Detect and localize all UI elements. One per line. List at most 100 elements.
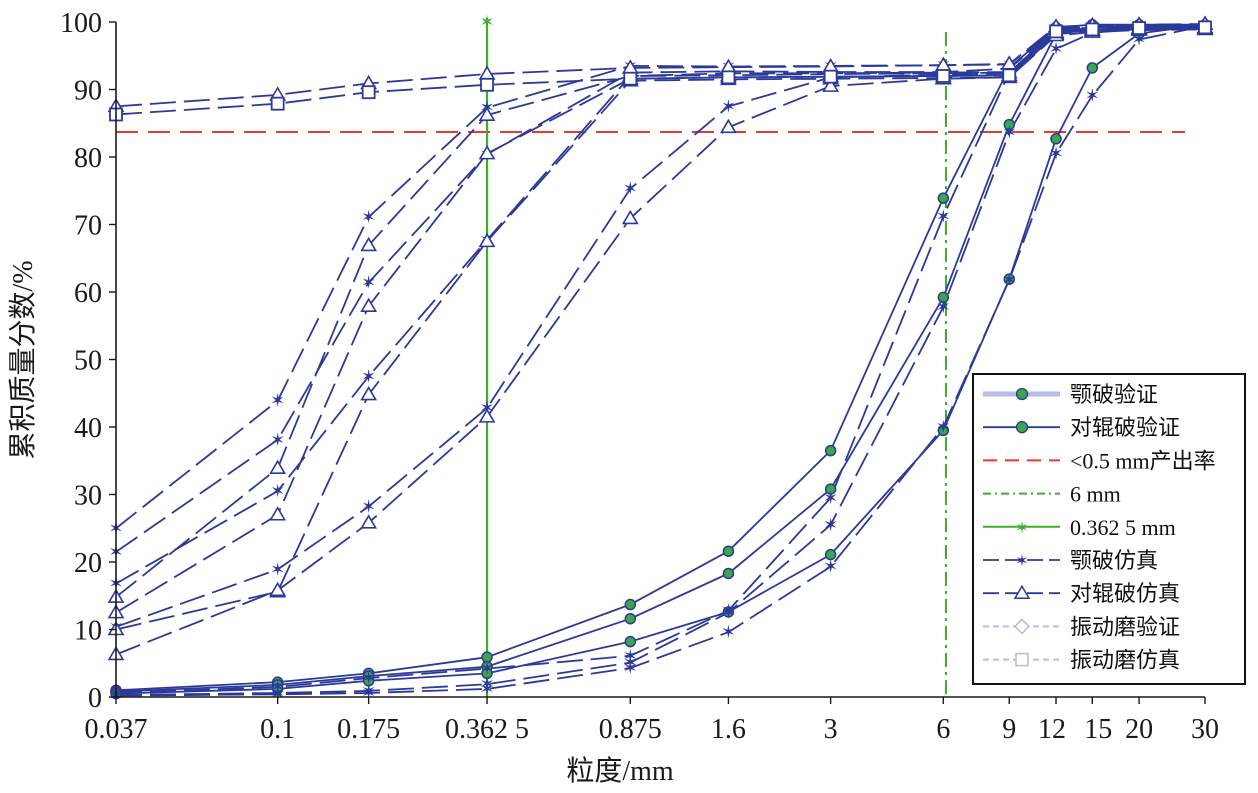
x-ticks: 0.037 0.1 0.175 0.362 5 0.875 1.6 3 6 9 12 15 20 30 (85, 697, 1219, 745)
y-axis-title: 累积质量分数/% (7, 260, 39, 459)
data-point-4-3: ✶ (479, 674, 494, 694)
data-point-5-2: ✶ (361, 683, 376, 703)
data-point-5-3: ✶ (479, 679, 494, 699)
x-tick-label: 0.175 (337, 714, 400, 745)
x-tick-label: 0.1 (260, 714, 295, 745)
data-point-15-5 (721, 70, 736, 85)
data-point-13-6 (822, 77, 840, 92)
data-point-8-2: ✶ (361, 366, 376, 386)
data-point-7-1: ✶ (270, 430, 285, 450)
data-point-3-3: ✶ (479, 659, 494, 679)
data-point-4-9: ✶ (1048, 39, 1063, 59)
data-point-15-3 (480, 77, 494, 92)
data-point-2-9 (1050, 133, 1062, 145)
data-point-9-4: ✶ (623, 179, 638, 199)
y-tick-label: 0 (88, 683, 102, 714)
series-markers: ✶ ✶ ✶ ✶✶✶✶✶✶ ✶ ✶ ✶✶✶✶✶✶✶✶ ✶ ✶ ✶✶✶✶✶✶✶✶✶✶✶✶✶✶✶✶✶✶✶… (107, 15, 1214, 706)
data-point-9-5: ✶ (721, 96, 736, 116)
data-point-9-1: ✶ (270, 559, 285, 579)
data-point-0-6 (824, 444, 837, 457)
data-point-15-4 (623, 71, 638, 86)
data-point-2-7 (937, 424, 950, 437)
y-tick-label: 80 (74, 143, 102, 174)
data-point-6-2: ✶ (361, 207, 376, 227)
legend-label: 颚破验证 (1070, 382, 1158, 407)
data-point-6-1: ✶ (270, 391, 285, 411)
legend-swatch-marker (1015, 421, 1029, 434)
y-tick-label: 30 (74, 481, 102, 512)
data-point-5-4: ✶ (623, 658, 638, 678)
data-point-3-1: ✶ (270, 677, 285, 697)
data-point-4-1: ✶ (270, 683, 285, 703)
data-point-2-10 (1086, 62, 1099, 74)
data-point-13-5 (720, 118, 737, 134)
legend-swatch-marker (1013, 584, 1031, 599)
x-tick-label: 0.037 (85, 714, 148, 745)
data-point-3-2: ✶ (361, 668, 376, 688)
data-point-0-5 (722, 545, 735, 557)
data-point-1-4 (624, 612, 637, 625)
data-point-2-3 (481, 667, 493, 680)
data-point-5-5: ✶ (721, 622, 736, 642)
x-tick-label: 0.362 5 (445, 714, 529, 745)
legend-label: 对辊破仿真 (1070, 581, 1180, 606)
data-point-9-3: ✶ (479, 398, 494, 418)
data-point-12-2 (360, 386, 378, 401)
x-tick-label: 6 (936, 714, 950, 745)
data-point-15-10 (1085, 22, 1100, 37)
data-point-11-2 (360, 297, 378, 312)
data-point-11-1 (269, 506, 287, 521)
data-point-5-6: ✶ (823, 557, 838, 577)
x-tick-label: 1.6 (711, 714, 746, 745)
data-point-1-6 (824, 483, 837, 495)
data-point-3-6: ✶ (823, 488, 838, 508)
data-point-1-8 (1003, 118, 1016, 131)
data-point-5-1: ✶ (270, 684, 285, 704)
data-point-5-10: ✶ (1085, 86, 1100, 106)
data-point-15-11 (1132, 21, 1146, 35)
legend-swatch-marker (1015, 652, 1029, 667)
data-point-8-1: ✶ (270, 481, 285, 501)
x-tick-label: 12 (1038, 714, 1066, 745)
legend-swatch-marker: ✶ (1015, 553, 1028, 570)
data-point-15-1 (270, 96, 285, 111)
x-tick-label: 15 (1084, 714, 1112, 745)
data-point-3-4: ✶ (623, 646, 638, 666)
legend-swatch-marker (1015, 387, 1029, 401)
data-point-13-1 (269, 581, 287, 597)
data-point-2-5 (722, 606, 735, 618)
data-point-2-1 (271, 683, 284, 695)
data-point-7-2: ✶ (361, 273, 376, 293)
legend-label: 6 mm (1070, 482, 1121, 507)
data-point-15-7 (936, 69, 951, 83)
data-point-0-7 (937, 192, 950, 204)
data-point-2-8 (1003, 273, 1016, 285)
data-point-15-6 (823, 69, 838, 84)
legend-label: 振动磨验证 (1070, 614, 1180, 639)
legend-swatch-marker (1013, 618, 1031, 635)
legend-swatch-marker: ✶ (1015, 520, 1028, 537)
legend-label: 0.362 5 mm (1070, 515, 1176, 540)
y-tick-label: 10 (74, 616, 102, 647)
data-point-4-4: ✶ (623, 653, 638, 673)
x-tick-label: 3 (824, 714, 838, 745)
data-point-2-4 (624, 635, 637, 648)
data-point-9-2: ✶ (361, 497, 376, 517)
legend-label: 对辊破验证 (1070, 415, 1180, 440)
data-point-5-9: ✶ (1048, 144, 1063, 164)
x-tick-label: 30 (1191, 714, 1219, 745)
y-tick-label: 60 (74, 278, 102, 309)
data-point-15-9 (1049, 24, 1063, 39)
y-tick-label: 90 (74, 76, 102, 107)
data-point-10-3 (478, 106, 496, 121)
data-point-13-2 (360, 514, 378, 529)
y-tick-label: 70 (74, 211, 102, 242)
legend-label: 振动磨仿真 (1070, 648, 1180, 673)
data-point-0-4 (624, 598, 637, 611)
data-point-12-3 (478, 232, 496, 248)
series-line-5 (115, 25, 1206, 697)
data-point-15-2 (361, 85, 376, 100)
data-point-3-7: ✶ (936, 206, 951, 226)
